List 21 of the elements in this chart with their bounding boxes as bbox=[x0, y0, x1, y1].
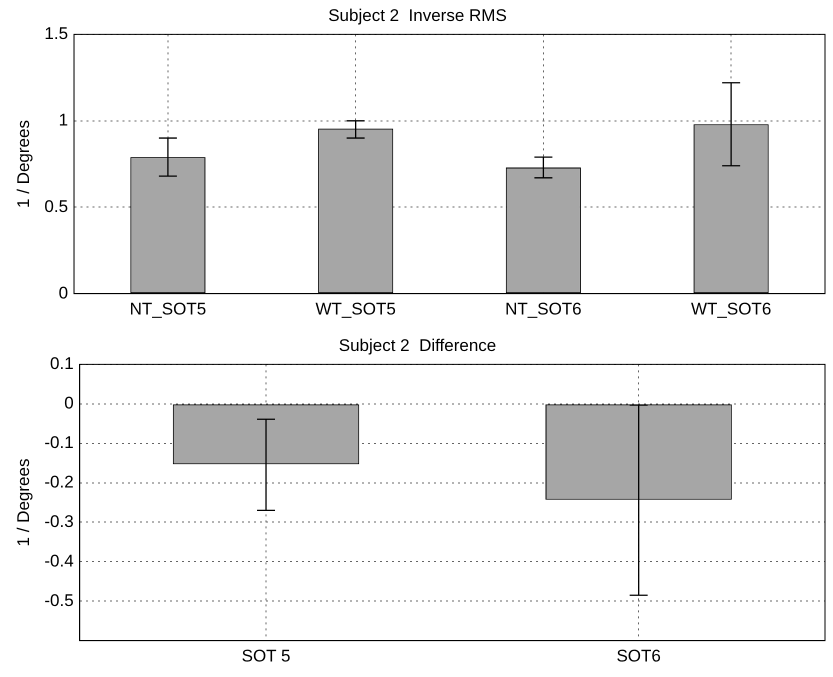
y-tick-label: 0 bbox=[64, 394, 74, 413]
x-tick-label: NT_SOT5 bbox=[130, 299, 206, 318]
x-tick-label: SOT 5 bbox=[242, 646, 290, 666]
y-tick-label: 1.5 bbox=[44, 24, 68, 44]
x-tick-label: WT_SOT6 bbox=[690, 299, 772, 318]
y-tick-label: -0.5 bbox=[44, 590, 74, 610]
x-tick-label: SOT6 bbox=[616, 646, 661, 666]
x-tick-label: WT_SOT5 bbox=[315, 299, 396, 318]
y-axis-title: 1 / Degrees bbox=[14, 458, 33, 546]
chart-title: Subject 2 Difference bbox=[338, 336, 496, 355]
y-tick-label: 0.1 bbox=[50, 354, 74, 374]
y-tick-label: 0 bbox=[58, 283, 68, 302]
y-tick-label: -0.2 bbox=[44, 472, 74, 492]
y-tick-label: -0.3 bbox=[44, 512, 74, 531]
y-tick-label: 0.5 bbox=[44, 196, 68, 216]
y-axis-title: 1 / Degrees bbox=[14, 120, 33, 208]
x-tick-label: NT_SOT6 bbox=[505, 299, 582, 318]
y-tick-label: -0.1 bbox=[44, 433, 74, 452]
y-tick-label: -0.4 bbox=[44, 551, 74, 570]
chart-title: Subject 2 Inverse RMS bbox=[328, 6, 507, 25]
y-tick-label: 1 bbox=[58, 110, 68, 130]
